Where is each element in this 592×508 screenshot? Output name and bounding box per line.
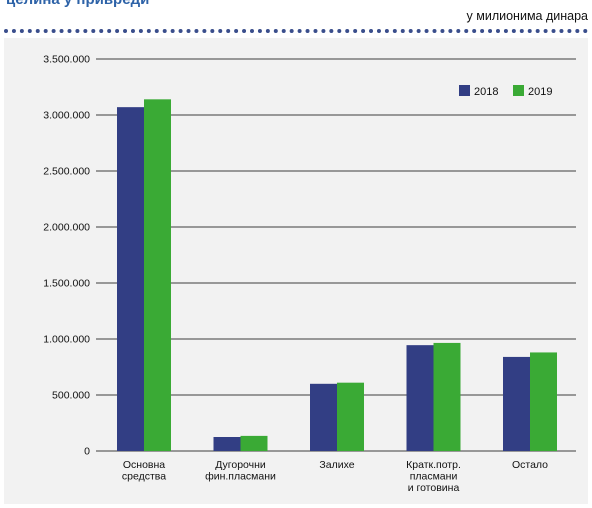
bars (117, 99, 557, 451)
bar-2019-1 (240, 435, 268, 451)
x-tick-label: и готовина (408, 482, 460, 494)
legend-label: 2019 (528, 86, 552, 98)
legend-label: 2018 (474, 86, 498, 98)
x-tick-label: Дугорочни (215, 459, 266, 471)
bar-2018-4 (503, 356, 530, 451)
x-tick-label: Остало (512, 459, 548, 471)
legend-swatch-2018 (459, 85, 470, 96)
y-tick-label: 3.500.000 (43, 54, 90, 66)
bar-2018-1 (213, 437, 241, 451)
title-divider (4, 29, 588, 33)
x-tick-label: пласмани (410, 471, 458, 483)
y-tick-label: 2.500.000 (43, 166, 90, 178)
chart-title: целина у привреди (6, 0, 149, 8)
y-tick-label: 3.000.000 (43, 110, 90, 122)
y-tick-label: 1.500.000 (43, 278, 90, 290)
bar-chart: 0 500.000 1.000.000 1.500.000 2.000.000 2.500… (43, 54, 576, 494)
bar-2018-3 (406, 345, 434, 451)
y-tick-label: 1.000.000 (43, 334, 90, 346)
x-tick-label: средства (122, 471, 166, 483)
y-tick-label: 0 (84, 446, 90, 458)
legend: 2018 2019 (459, 85, 552, 98)
bar-2019-4 (530, 352, 557, 451)
unit-note: у милионима динара (466, 9, 588, 23)
bar-2019-2 (337, 382, 364, 451)
y-axis-ticks: 0 500.000 1.000.000 1.500.000 2.000.000 2.500… (43, 54, 90, 458)
y-tick-label: 2.000.000 (43, 222, 90, 234)
x-tick-label: Залихе (319, 459, 354, 471)
x-tick-label: Основна (123, 459, 165, 471)
bar-2018-2 (310, 383, 337, 451)
legend-swatch-2019 (513, 85, 524, 96)
chart-panel: 0 500.000 1.000.000 1.500.000 2.000.000 2.500… (4, 38, 588, 504)
x-tick-label: фин.пласмани (205, 471, 276, 483)
x-tick-label: Кратк.потр. (406, 459, 461, 471)
bar-2019-3 (433, 342, 461, 451)
y-tick-label: 500.000 (52, 390, 90, 402)
bar-2019-0 (144, 99, 171, 451)
gridlines (96, 58, 576, 452)
bar-2018-0 (117, 107, 144, 451)
